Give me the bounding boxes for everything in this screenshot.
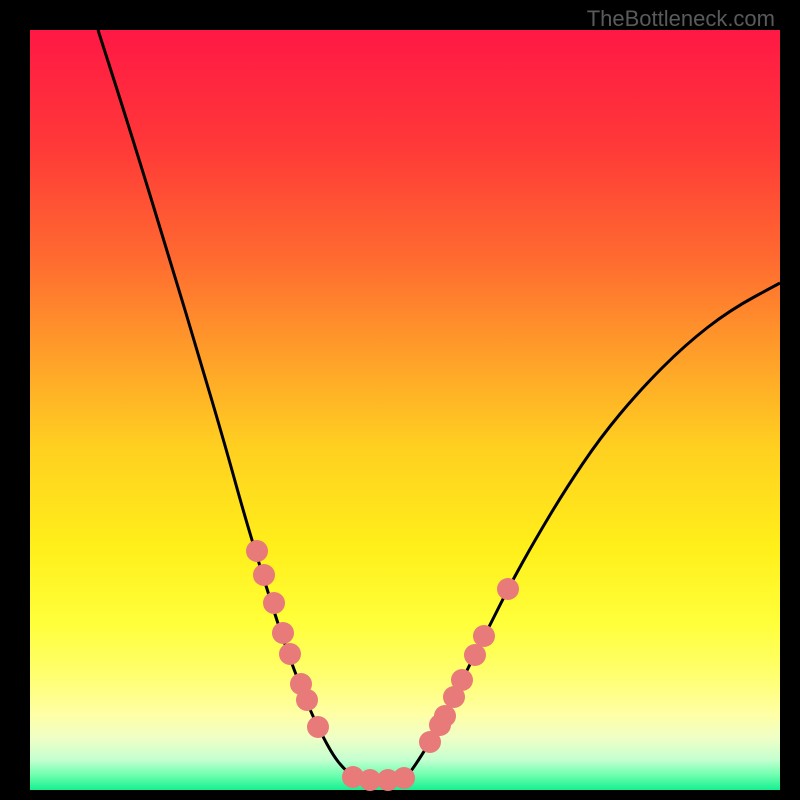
data-marker [296,689,318,711]
chart-svg [0,0,800,800]
data-marker [263,592,285,614]
data-marker [393,767,415,789]
bottleneck-curve [98,30,780,780]
watermark-text: TheBottleneck.com [587,6,775,32]
data-marker [464,644,486,666]
data-marker [473,625,495,647]
data-marker [272,622,294,644]
data-marker [279,643,301,665]
data-marker [253,564,275,586]
data-marker [451,669,473,691]
data-marker [434,705,456,727]
data-marker [307,716,329,738]
data-marker [246,540,268,562]
data-marker [497,578,519,600]
